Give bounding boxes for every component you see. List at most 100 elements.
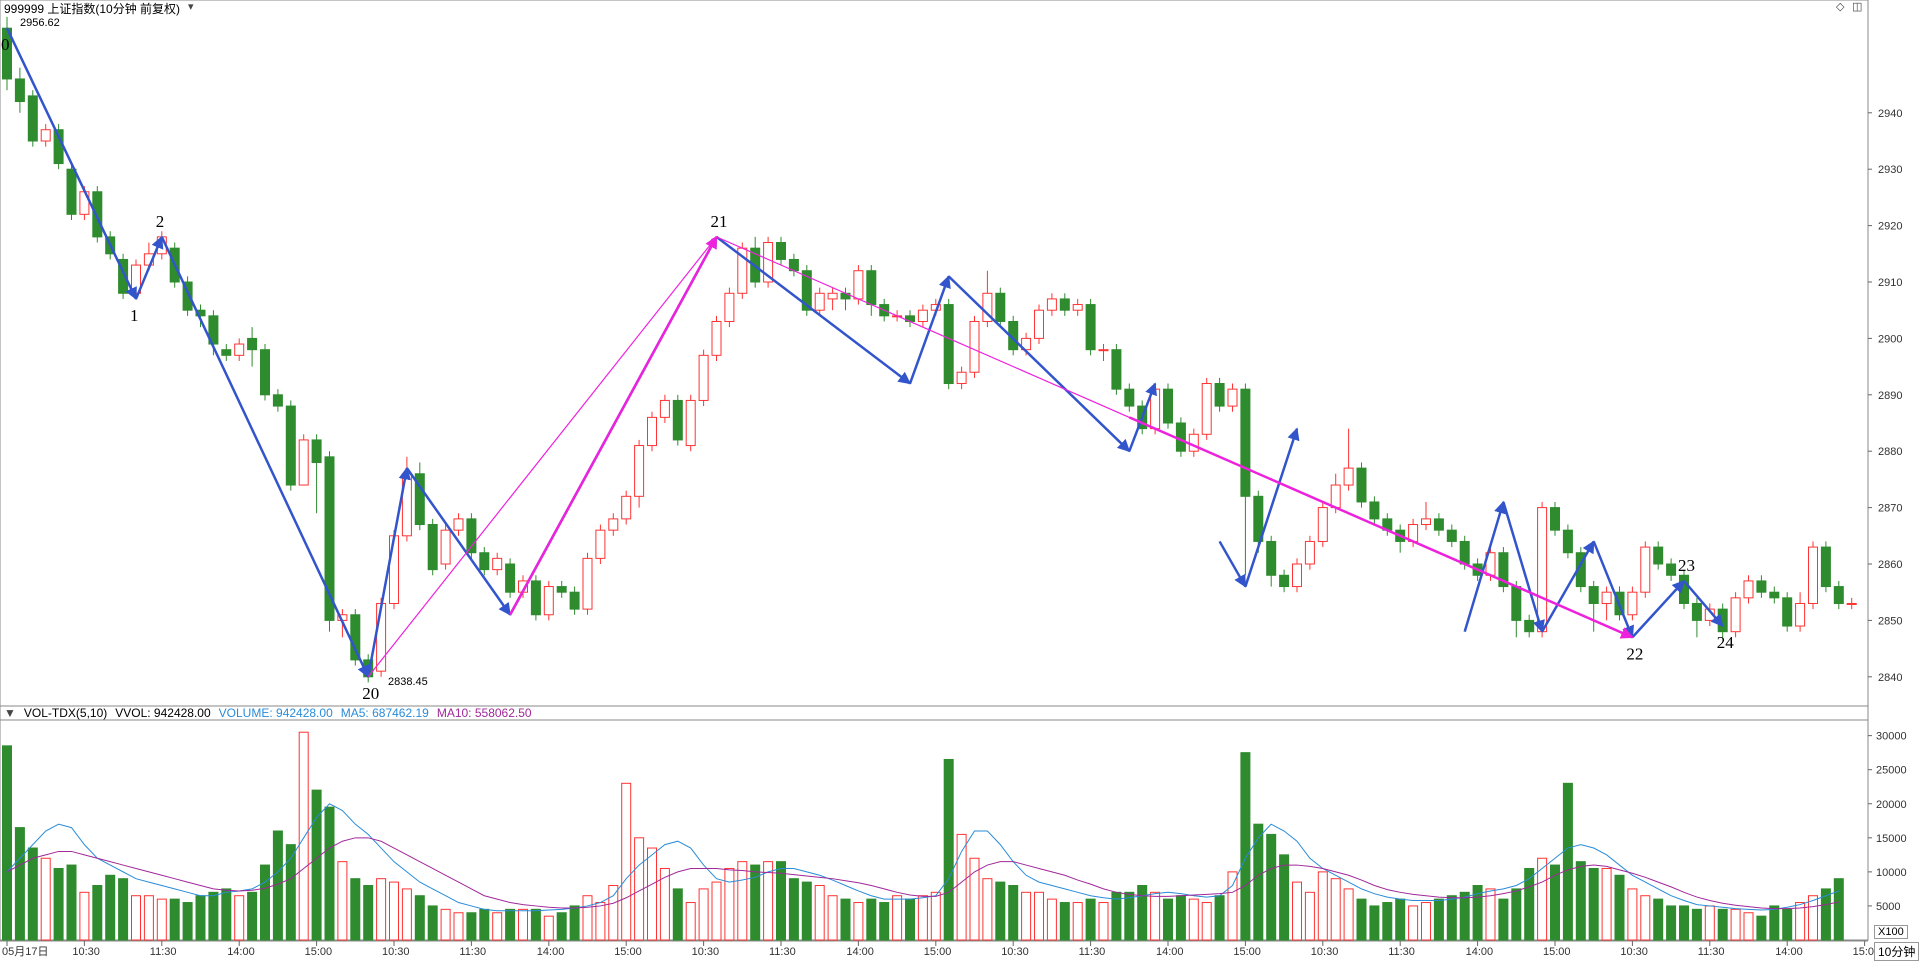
candle-body: [1059, 298, 1070, 311]
wave-line: [1683, 580, 1724, 627]
candle-body: [466, 518, 477, 554]
volume-bar: [892, 895, 903, 941]
candle-body: [659, 399, 670, 418]
candle-body: [1356, 467, 1367, 503]
candle-body: [556, 586, 567, 593]
volume-tick-label: 15000: [1876, 833, 1907, 845]
volume-bar: [376, 878, 387, 941]
candle-body: [1343, 467, 1354, 486]
volume-bar: [1808, 895, 1818, 941]
wave-label: 2: [156, 212, 165, 231]
candle-body: [311, 439, 322, 463]
x-tick-label: 11:30: [459, 946, 486, 958]
volume-bar: [131, 895, 141, 941]
volume-bar: [595, 902, 606, 941]
volume-bar: [853, 902, 864, 941]
volume-bar: [440, 908, 451, 941]
candle-body: [92, 191, 103, 238]
volume-bar: [543, 915, 554, 941]
x-tick-label: 11:30: [1079, 946, 1106, 958]
candle-body: [1279, 574, 1290, 588]
diamond-icon[interactable]: ◇: [1836, 1, 1845, 13]
volume-bar: [1614, 874, 1625, 941]
volume-bar: [1666, 905, 1677, 941]
price-tick-label: 2840: [1878, 672, 1902, 684]
x-tick-label: 10:30: [1001, 946, 1029, 958]
volume-bar: [1150, 891, 1161, 941]
volume-bar: [247, 891, 258, 941]
candle-body: [1421, 518, 1431, 526]
wave-label: 24: [1717, 633, 1735, 652]
volume-bar: [260, 864, 270, 941]
trend-line: [1128, 416, 1634, 639]
candle-body: [427, 524, 438, 571]
candle-body: [543, 586, 554, 616]
volume-bar: [1188, 898, 1199, 941]
x-tick-label: 15:00: [924, 946, 952, 958]
candle-body: [582, 557, 593, 610]
candle-body: [853, 270, 864, 300]
volume-bar: [427, 905, 438, 941]
wave-label: 23: [1678, 556, 1695, 575]
candle-body: [866, 270, 877, 306]
candle-body: [298, 439, 309, 486]
volume-bar: [1343, 888, 1354, 941]
volume-bar: [518, 908, 528, 941]
candle-body: [324, 456, 335, 621]
ma5-line: [6, 803, 1839, 912]
volume-bar: [763, 861, 774, 941]
candle-body: [492, 557, 503, 571]
candle-body: [234, 343, 245, 356]
volume-bar: [1369, 905, 1380, 941]
price-tick-label: 2910: [1878, 277, 1902, 289]
volume-bar: [969, 857, 980, 941]
max-price-label: 2956.62: [20, 17, 60, 29]
x-tick-label: 11:30: [150, 946, 177, 958]
x-tick-label: 15:00: [614, 946, 642, 958]
wave-line: [1592, 540, 1634, 639]
candle-body: [685, 399, 696, 447]
volume-bar: [1717, 908, 1728, 941]
price-tick-label: 2870: [1878, 503, 1902, 515]
candle-body: [1795, 602, 1806, 627]
volume-bar: [788, 878, 799, 941]
volume-bar: [1292, 881, 1302, 941]
volume-bar: [1769, 905, 1780, 941]
candle-body: [1266, 540, 1277, 576]
candle-body: [1201, 383, 1212, 435]
candle-body: [1511, 586, 1522, 621]
candle-body: [956, 371, 967, 385]
candle-body: [1730, 597, 1741, 633]
x-tick-label: 14:00: [1466, 946, 1494, 958]
candle-body: [1498, 552, 1509, 588]
candle-body: [1653, 546, 1664, 565]
trend-line: [367, 236, 717, 678]
volume-bar: [1550, 864, 1560, 941]
volume-bar: [1201, 902, 1212, 941]
settings-icon[interactable]: ▾: [188, 1, 194, 13]
chart-title: 999999 上证指数(10分钟 前复权): [4, 2, 181, 16]
candle-body: [1072, 304, 1083, 311]
candle-body: [621, 495, 632, 520]
period-button[interactable]: 10分钟: [1874, 942, 1920, 961]
collapse-icon[interactable]: ▼: [4, 706, 16, 720]
candle-body: [595, 529, 606, 559]
candle-body: [569, 591, 580, 610]
volume-bar: [608, 885, 619, 941]
volume-bar: [156, 898, 167, 941]
x-tick-label: 10:30: [1311, 946, 1339, 958]
wave-line: [160, 236, 370, 678]
candle-body: [763, 242, 774, 283]
volume-bar: [776, 861, 786, 941]
price-tick-label: 2850: [1878, 615, 1902, 627]
volume-bar: [14, 827, 25, 941]
x-tick-label: 10:30: [1620, 946, 1648, 958]
volume-bar: [143, 895, 154, 941]
candle-body: [440, 529, 451, 565]
x-tick-label: 15:00: [305, 946, 333, 958]
panel-toggle-icon[interactable]: ◫: [1852, 1, 1863, 13]
candle-body: [827, 292, 838, 300]
volume-bar: [956, 833, 967, 941]
volume-bar: [1743, 912, 1754, 941]
